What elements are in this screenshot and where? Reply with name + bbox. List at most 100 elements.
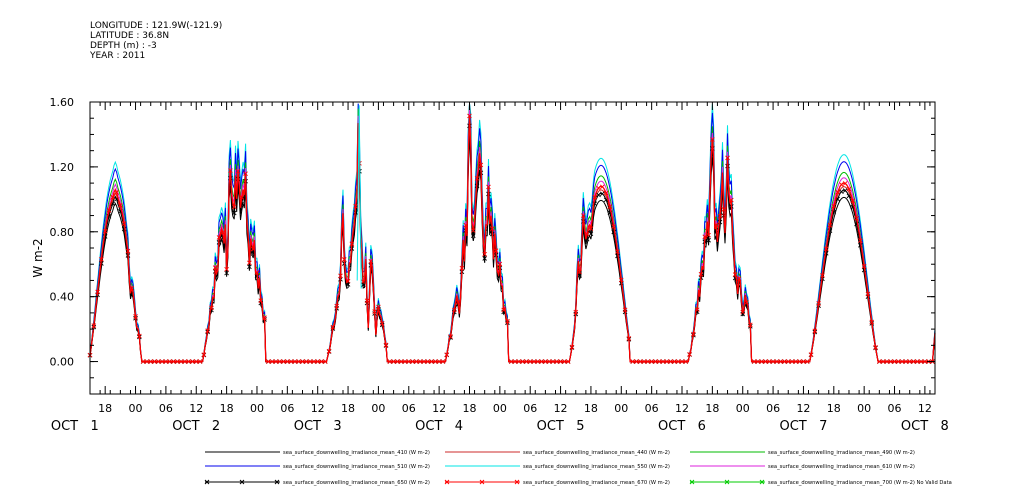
series-marker-7	[277, 359, 283, 364]
series-marker-7	[918, 359, 924, 364]
series-marker-7	[596, 185, 601, 191]
series-marker-7	[372, 309, 377, 314]
x-hour-label: 18	[705, 402, 719, 415]
series-marker-7	[641, 359, 647, 364]
series-marker-7	[634, 359, 639, 364]
series-marker-7	[193, 359, 199, 364]
series-marker-7	[448, 334, 453, 339]
series-marker-7	[520, 359, 525, 364]
x-hour-label: 12	[675, 402, 689, 415]
y-tick-label: 0.00	[50, 356, 75, 369]
series-marker-6	[706, 237, 711, 243]
x-hour-label: 00	[493, 402, 507, 415]
series-marker-6	[839, 189, 844, 194]
series-line-0	[89, 135, 936, 363]
series-marker-7	[812, 328, 818, 334]
depth-label: DEPTH (m) : -3	[90, 41, 157, 51]
series-marker-7	[209, 305, 214, 311]
plot-frame	[89, 101, 936, 395]
series-marker-7	[588, 226, 594, 231]
series-marker-7	[873, 345, 878, 350]
series-marker-7	[903, 359, 909, 364]
series-marker-7	[110, 194, 116, 200]
series-marker-6	[596, 192, 601, 198]
series-line-5	[89, 108, 936, 363]
series-marker-7	[656, 359, 662, 364]
series-marker-7	[820, 273, 825, 278]
x-day-label: OCT 5	[537, 419, 585, 434]
series-marker-7	[425, 359, 431, 364]
series-marker-7	[592, 194, 598, 200]
series-marker-7	[243, 171, 248, 176]
x-day-label: OCT 8	[901, 419, 949, 434]
series-marker-7	[159, 359, 165, 364]
series-marker-7	[801, 359, 806, 364]
series-marker-7	[558, 359, 563, 364]
x-hour-label: 12	[432, 402, 446, 415]
x-day-label: OCT 7	[779, 419, 827, 434]
series-marker-7	[816, 301, 821, 306]
series-marker-7	[489, 226, 495, 232]
x-hour-label: 12	[311, 402, 325, 415]
series-marker-7	[311, 359, 317, 364]
series-marker-7	[91, 323, 97, 328]
series-marker-7	[751, 359, 757, 364]
series-marker-7	[326, 348, 332, 354]
x-hour-label: 00	[129, 402, 143, 415]
y-tick-label: 1.60	[50, 96, 75, 109]
series-marker-6	[588, 231, 594, 237]
series-marker-7	[892, 359, 897, 364]
series-marker-7	[125, 248, 131, 254]
series-marker-7	[182, 359, 188, 364]
legend-label: sea_surface_downwelling_irradiance_mean_…	[768, 450, 915, 456]
series-marker-6	[740, 311, 746, 317]
series-marker-7	[417, 359, 423, 364]
series-marker-7	[106, 207, 112, 213]
series-line-7	[89, 115, 936, 363]
x-hour-label: 00	[736, 402, 750, 415]
series-marker-7	[846, 186, 852, 192]
x-hour-label: 06	[402, 402, 416, 415]
legend-marker	[479, 479, 485, 485]
series-marker-7	[296, 359, 302, 364]
series-marker-7	[163, 359, 169, 364]
series-marker-7	[148, 359, 154, 364]
series-marker-7	[835, 189, 840, 195]
series-marker-7	[789, 359, 795, 364]
axis-layer: 0.00 0.40 0.80 1.20 1.60 18 00 06 12 18 00 06 12 18 00…	[50, 96, 949, 434]
series-marker-7	[747, 322, 753, 328]
series-marker-7	[888, 359, 894, 364]
series-marker-7	[710, 137, 715, 142]
series-marker-7	[174, 359, 180, 364]
series-marker-7	[895, 359, 901, 364]
series-marker-7	[345, 278, 351, 284]
series-marker-7	[398, 359, 404, 364]
series-marker-7	[721, 207, 727, 212]
x-day-label: OCT 4	[415, 419, 463, 434]
series-marker-7	[839, 182, 844, 187]
legend-marker	[444, 479, 450, 485]
series-marker-7	[793, 359, 799, 364]
series-marker-7	[899, 359, 905, 364]
legend-label: sea_surface_downwelling_irradiance_mean_…	[768, 464, 915, 470]
series-marker-7	[922, 359, 928, 364]
x-hour-label: 06	[159, 402, 173, 415]
series-marker-7	[729, 197, 734, 203]
series-marker-7	[201, 352, 207, 358]
x-hour-label: 00	[614, 402, 628, 415]
series-marker-7	[501, 307, 506, 313]
series-marker-7	[524, 359, 529, 364]
series-marker-7	[186, 359, 191, 364]
series-layer	[87, 103, 936, 364]
series-marker-7	[584, 231, 590, 237]
series-marker-7	[884, 359, 890, 364]
series-line-2	[89, 103, 936, 363]
series-marker-7	[307, 359, 313, 364]
x-hour-label: 12	[918, 402, 932, 415]
series-spike	[356, 105, 362, 289]
series-line-6	[89, 125, 936, 363]
series-marker-6	[482, 256, 487, 261]
series-marker-7	[706, 232, 711, 238]
x-hour-label: 12	[189, 402, 203, 415]
